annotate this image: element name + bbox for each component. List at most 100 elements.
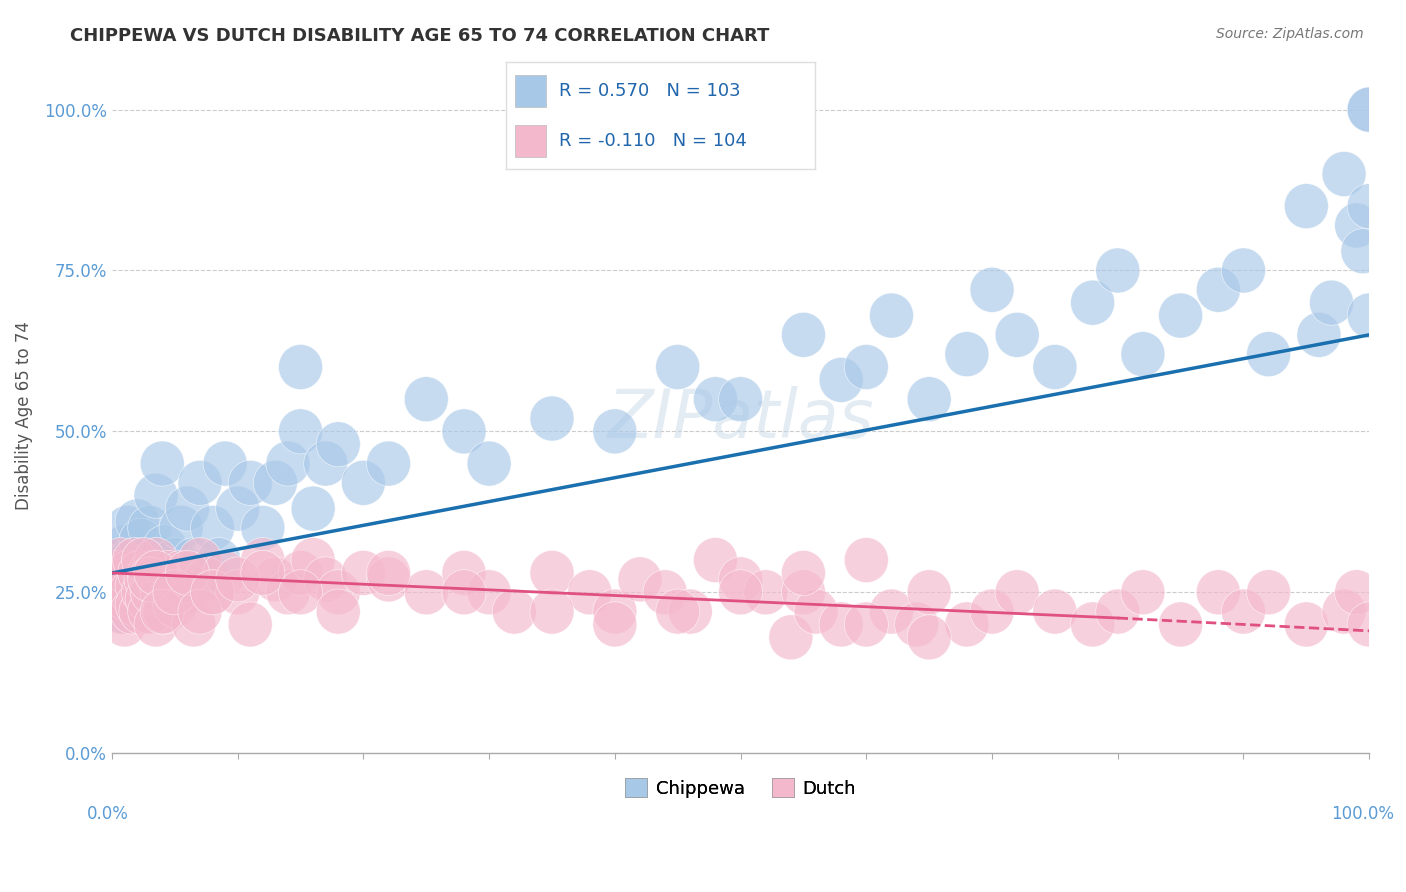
Ellipse shape (342, 550, 385, 596)
Ellipse shape (718, 557, 762, 602)
Ellipse shape (202, 550, 247, 596)
Text: R = -0.110   N = 104: R = -0.110 N = 104 (558, 132, 747, 150)
Text: 0.0%: 0.0% (87, 805, 129, 822)
Ellipse shape (869, 589, 914, 634)
Ellipse shape (266, 441, 309, 486)
Ellipse shape (215, 486, 260, 531)
Ellipse shape (1033, 344, 1077, 390)
Ellipse shape (782, 550, 825, 596)
Ellipse shape (441, 570, 486, 615)
Ellipse shape (228, 602, 273, 647)
Ellipse shape (94, 550, 138, 596)
Ellipse shape (110, 589, 155, 634)
Ellipse shape (995, 570, 1039, 615)
Ellipse shape (150, 570, 194, 615)
Ellipse shape (191, 506, 235, 550)
Ellipse shape (146, 550, 191, 596)
Ellipse shape (995, 312, 1039, 358)
Ellipse shape (718, 570, 762, 615)
Ellipse shape (240, 506, 285, 550)
Ellipse shape (131, 570, 174, 615)
Ellipse shape (568, 570, 612, 615)
Ellipse shape (1222, 589, 1265, 634)
Ellipse shape (782, 312, 825, 358)
Ellipse shape (215, 570, 260, 615)
Ellipse shape (316, 570, 360, 615)
Ellipse shape (166, 486, 209, 531)
Ellipse shape (945, 332, 988, 376)
Ellipse shape (970, 268, 1014, 312)
Ellipse shape (655, 589, 700, 634)
Ellipse shape (845, 538, 889, 582)
Ellipse shape (367, 550, 411, 596)
Ellipse shape (304, 441, 347, 486)
Ellipse shape (1341, 228, 1385, 274)
Ellipse shape (693, 376, 737, 422)
Ellipse shape (112, 538, 156, 582)
Ellipse shape (1095, 589, 1140, 634)
Ellipse shape (107, 557, 150, 602)
Ellipse shape (128, 557, 172, 602)
Ellipse shape (105, 576, 149, 621)
Ellipse shape (1033, 589, 1077, 634)
Text: ZIPatlas: ZIPatlas (607, 385, 875, 451)
Ellipse shape (643, 570, 688, 615)
Ellipse shape (105, 506, 149, 550)
Ellipse shape (153, 538, 197, 582)
Ellipse shape (166, 550, 209, 596)
Ellipse shape (1347, 87, 1391, 132)
Text: 100.0%: 100.0% (1331, 805, 1395, 822)
Ellipse shape (530, 550, 574, 596)
Ellipse shape (593, 409, 637, 454)
Ellipse shape (1347, 602, 1391, 647)
Ellipse shape (1159, 602, 1202, 647)
Ellipse shape (141, 589, 184, 634)
Ellipse shape (769, 615, 813, 660)
Ellipse shape (593, 602, 637, 647)
Ellipse shape (492, 589, 536, 634)
Ellipse shape (405, 570, 449, 615)
Ellipse shape (1347, 184, 1391, 228)
Ellipse shape (441, 409, 486, 454)
Text: CHIPPEWA VS DUTCH DISABILITY AGE 65 TO 74 CORRELATION CHART: CHIPPEWA VS DUTCH DISABILITY AGE 65 TO 7… (70, 27, 769, 45)
Ellipse shape (869, 293, 914, 338)
Ellipse shape (1159, 293, 1202, 338)
Ellipse shape (744, 570, 787, 615)
Ellipse shape (530, 396, 574, 441)
Ellipse shape (103, 557, 146, 602)
Ellipse shape (367, 441, 411, 486)
Ellipse shape (291, 486, 335, 531)
Ellipse shape (134, 538, 179, 582)
Ellipse shape (166, 570, 209, 615)
Ellipse shape (115, 499, 159, 544)
Ellipse shape (120, 589, 163, 634)
Ellipse shape (1296, 312, 1341, 358)
Ellipse shape (530, 589, 574, 634)
Ellipse shape (128, 550, 172, 596)
Ellipse shape (107, 550, 150, 596)
Ellipse shape (316, 589, 360, 634)
Ellipse shape (1347, 293, 1391, 338)
Ellipse shape (159, 506, 202, 550)
Ellipse shape (718, 376, 762, 422)
Text: Source: ZipAtlas.com: Source: ZipAtlas.com (1216, 27, 1364, 41)
Ellipse shape (1347, 87, 1391, 132)
Ellipse shape (172, 538, 215, 582)
Ellipse shape (215, 557, 260, 602)
Ellipse shape (907, 615, 952, 660)
Ellipse shape (253, 460, 298, 506)
Legend: Chippewa, Dutch: Chippewa, Dutch (617, 772, 863, 805)
Ellipse shape (278, 409, 322, 454)
Ellipse shape (94, 550, 138, 596)
Ellipse shape (1070, 280, 1115, 326)
Ellipse shape (278, 344, 322, 390)
Ellipse shape (1070, 602, 1115, 647)
Ellipse shape (1197, 570, 1240, 615)
Ellipse shape (115, 582, 159, 628)
Text: R = 0.570   N = 103: R = 0.570 N = 103 (558, 82, 741, 100)
Ellipse shape (240, 550, 285, 596)
Ellipse shape (240, 538, 285, 582)
Ellipse shape (125, 576, 169, 621)
Ellipse shape (1284, 184, 1329, 228)
Ellipse shape (593, 589, 637, 634)
